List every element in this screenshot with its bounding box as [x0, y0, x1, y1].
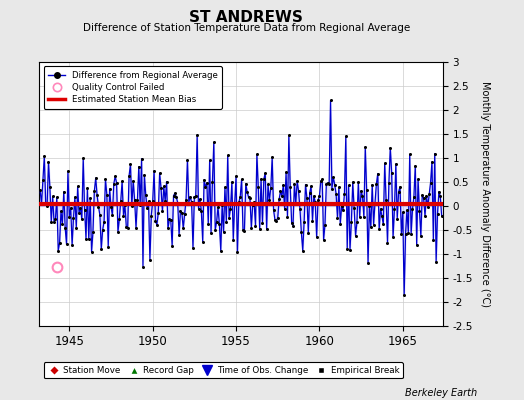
Y-axis label: Monthly Temperature Anomaly Difference (°C): Monthly Temperature Anomaly Difference (… [480, 81, 490, 307]
Text: Berkeley Earth: Berkeley Earth [405, 388, 477, 398]
Legend: Station Move, Record Gap, Time of Obs. Change, Empirical Break: Station Move, Record Gap, Time of Obs. C… [43, 362, 402, 378]
Text: ST ANDREWS: ST ANDREWS [189, 10, 303, 25]
Text: Difference of Station Temperature Data from Regional Average: Difference of Station Temperature Data f… [83, 23, 410, 33]
